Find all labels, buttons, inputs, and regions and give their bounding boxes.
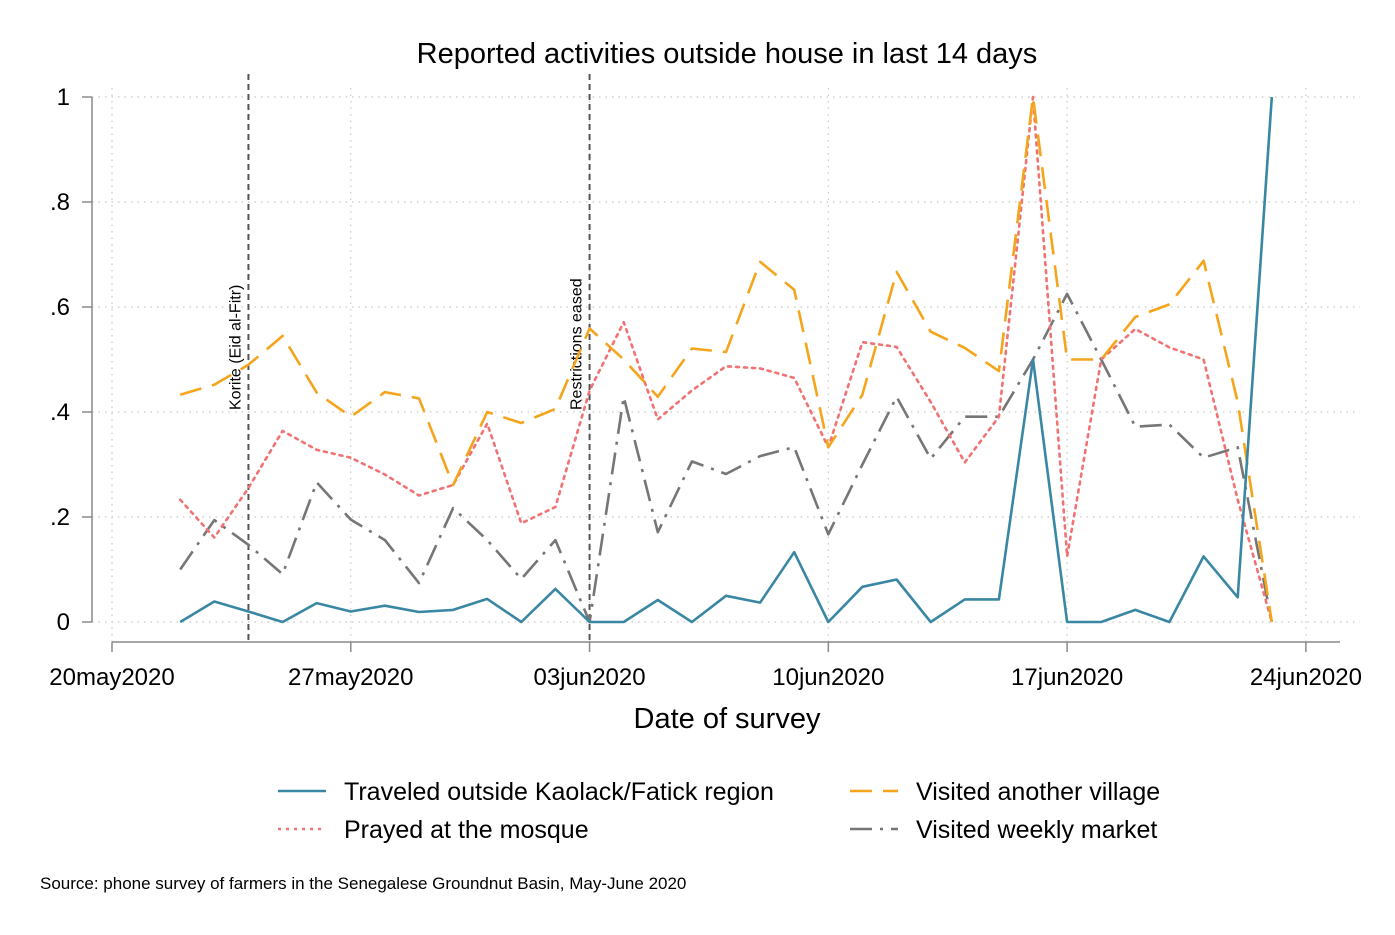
x-tick-label: 17jun2020 — [1011, 664, 1123, 691]
series-line — [179, 95, 1274, 623]
series-line — [178, 95, 1274, 624]
legend-label: Traveled outside Kaolack/Fatick region — [344, 778, 774, 806]
legend-label: Prayed at the mosque — [344, 816, 589, 844]
y-tick-label: 0 — [57, 609, 70, 636]
series-layer — [178, 95, 1274, 624]
series-line — [179, 292, 1274, 624]
legend-label: Visited weekly market — [916, 816, 1157, 844]
event-annotations: Korite (Eid al-Fitr) Restrictions eased — [227, 74, 591, 642]
x-tick-label: 27may2020 — [288, 664, 413, 691]
series-line — [179, 96, 1274, 624]
x-tick-label: 10jun2020 — [772, 664, 884, 691]
event-label: Restrictions eased — [569, 278, 586, 410]
legend: Traveled outside Kaolack/Fatick region Pr… — [278, 778, 1160, 844]
legend-label: Visited another village — [916, 778, 1160, 806]
x-tick-label: 24jun2020 — [1250, 664, 1362, 691]
y-tick-label: .6 — [50, 294, 70, 321]
x-tick-label: 03jun2020 — [533, 664, 645, 691]
source-note: Source: phone survey of farmers in the S… — [40, 874, 686, 893]
event-label: Korite (Eid al-Fitr) — [227, 285, 244, 410]
y-tick-label: .2 — [50, 504, 70, 531]
x-tick-label: 20may2020 — [49, 664, 174, 691]
x-axis-label: Date of survey — [634, 703, 821, 735]
y-tick-label: 1 — [57, 84, 70, 111]
y-tick-label: .4 — [50, 399, 70, 426]
y-tick-label: .8 — [50, 189, 70, 216]
chart-title: Reported activities outside house in las… — [417, 38, 1038, 70]
axes: 0 .2 .4 .6 .8 1 20may2020 27may2020 03jun2020 10j… — [49, 84, 1362, 691]
